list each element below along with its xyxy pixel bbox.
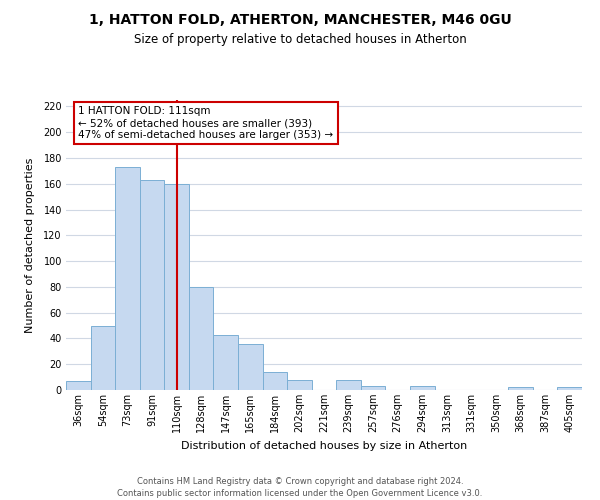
Bar: [263, 372, 287, 390]
Bar: [508, 388, 533, 390]
Bar: [189, 287, 214, 390]
Bar: [238, 344, 263, 390]
Bar: [140, 180, 164, 390]
Bar: [287, 380, 312, 390]
Bar: [115, 167, 140, 390]
Bar: [336, 380, 361, 390]
Text: 1, HATTON FOLD, ATHERTON, MANCHESTER, M46 0GU: 1, HATTON FOLD, ATHERTON, MANCHESTER, M4…: [89, 12, 511, 26]
Bar: [66, 381, 91, 390]
Bar: [410, 386, 434, 390]
Text: Contains public sector information licensed under the Open Government Licence v3: Contains public sector information licen…: [118, 489, 482, 498]
Bar: [91, 326, 115, 390]
Bar: [361, 386, 385, 390]
Bar: [557, 388, 582, 390]
X-axis label: Distribution of detached houses by size in Atherton: Distribution of detached houses by size …: [181, 440, 467, 450]
Bar: [214, 334, 238, 390]
Text: Contains HM Land Registry data © Crown copyright and database right 2024.: Contains HM Land Registry data © Crown c…: [137, 478, 463, 486]
Y-axis label: Number of detached properties: Number of detached properties: [25, 158, 35, 332]
Text: Size of property relative to detached houses in Atherton: Size of property relative to detached ho…: [134, 32, 466, 46]
Text: 1 HATTON FOLD: 111sqm
← 52% of detached houses are smaller (393)
47% of semi-det: 1 HATTON FOLD: 111sqm ← 52% of detached …: [78, 106, 334, 140]
Bar: [164, 184, 189, 390]
